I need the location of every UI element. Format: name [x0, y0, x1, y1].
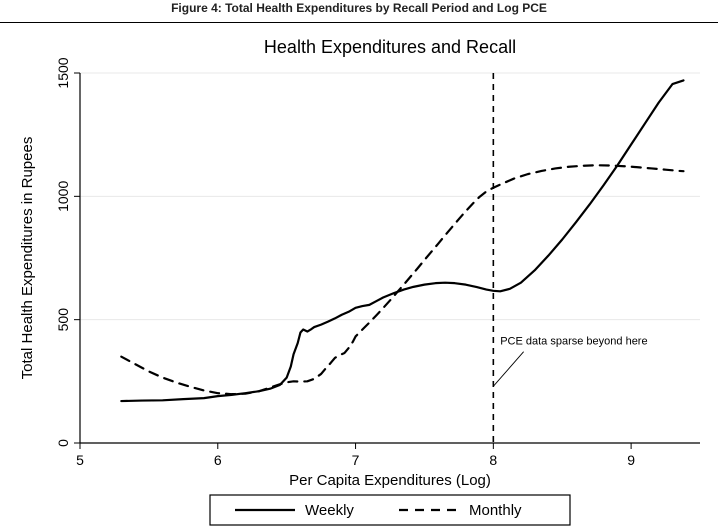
svg-text:0: 0 [55, 439, 71, 447]
svg-text:1500: 1500 [55, 57, 71, 88]
svg-text:9: 9 [627, 452, 635, 468]
svg-text:PCE data sparse beyond here: PCE data sparse beyond here [500, 335, 647, 347]
svg-text:Monthly: Monthly [469, 502, 522, 519]
svg-text:Weekly: Weekly [305, 502, 354, 519]
chart-svg: 5 6 7 8 9 0 500 1000 1500 PCE data sparse beyond … [0, 23, 718, 531]
svg-text:6: 6 [214, 452, 222, 468]
svg-text:7: 7 [352, 452, 360, 468]
figure-caption: Figure 4: Total Health Expenditures by R… [0, 0, 718, 18]
svg-text:Health Expenditures and Recall: Health Expenditures and Recall [264, 37, 516, 57]
svg-text:Total Health Expenditures in R: Total Health Expenditures in Rupees [19, 137, 36, 380]
svg-text:8: 8 [489, 452, 497, 468]
chart-container: 5 6 7 8 9 0 500 1000 1500 PCE data sparse beyond … [0, 23, 718, 531]
svg-text:Per Capita Expenditures (Log): Per Capita Expenditures (Log) [289, 472, 491, 489]
svg-text:1000: 1000 [55, 181, 71, 212]
svg-text:5: 5 [76, 452, 84, 468]
svg-text:500: 500 [55, 308, 71, 332]
